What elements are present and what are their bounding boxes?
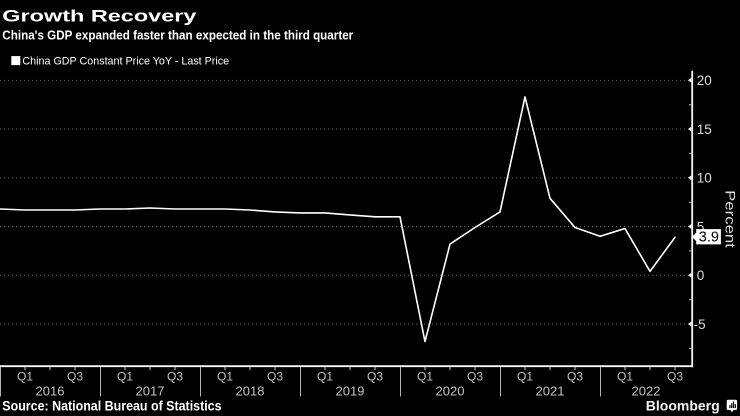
svg-text:Q1: Q1: [417, 369, 433, 383]
svg-text:15: 15: [697, 122, 712, 137]
svg-text:Q3: Q3: [67, 369, 83, 383]
svg-text:Q1: Q1: [517, 369, 533, 383]
svg-text:Q3: Q3: [567, 369, 583, 383]
svg-text:2018: 2018: [236, 384, 265, 399]
svg-text:Percent: Percent: [722, 190, 737, 249]
svg-text:10: 10: [697, 171, 712, 186]
svg-text:2016: 2016: [36, 384, 65, 399]
svg-text:Bloomberg: Bloomberg: [646, 397, 720, 413]
svg-text:Q1: Q1: [317, 369, 333, 383]
svg-text:Q1: Q1: [217, 369, 233, 383]
svg-text:Source: National Bureau of Sta: Source: National Bureau of Statistics: [2, 398, 221, 414]
svg-text:20: 20: [697, 73, 712, 88]
svg-text:5: 5: [697, 219, 705, 234]
svg-text:China's GDP expanded faster th: China's GDP expanded faster than expecte…: [2, 28, 353, 42]
svg-text:Q1: Q1: [17, 369, 33, 383]
svg-text:Q3: Q3: [467, 369, 483, 383]
svg-text:Q1: Q1: [617, 369, 633, 383]
svg-text:Q1: Q1: [117, 369, 133, 383]
svg-text:-5: -5: [694, 317, 706, 332]
svg-text:Growth Recovery: Growth Recovery: [2, 6, 197, 25]
svg-text:Q3: Q3: [667, 369, 683, 383]
svg-text:2021: 2021: [536, 384, 565, 399]
svg-text:Q3: Q3: [367, 369, 383, 383]
svg-text:China GDP Constant Price YoY -: China GDP Constant Price YoY - Last Pric…: [22, 56, 229, 68]
svg-text:2020: 2020: [436, 384, 465, 399]
svg-text:2019: 2019: [336, 384, 365, 399]
svg-text:Q3: Q3: [167, 369, 183, 383]
svg-text:Q3: Q3: [267, 369, 283, 383]
svg-text:2017: 2017: [136, 384, 165, 399]
svg-text:2022: 2022: [632, 384, 661, 399]
svg-text:0: 0: [697, 268, 705, 283]
svg-text:3.9: 3.9: [699, 230, 719, 246]
